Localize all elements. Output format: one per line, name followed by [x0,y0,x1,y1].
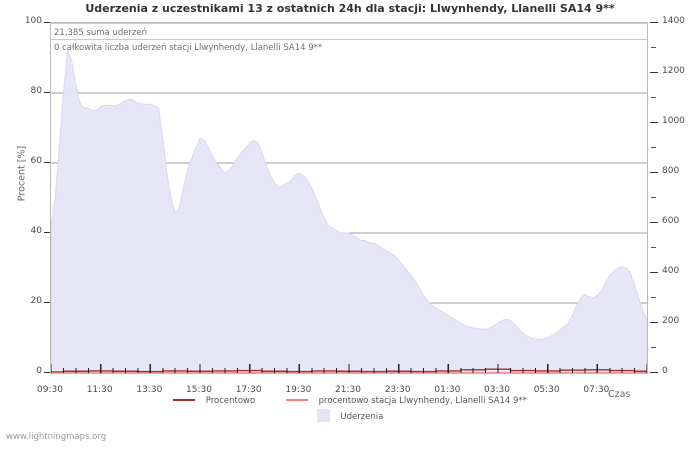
y-axis-right-tick: 600 [662,216,680,226]
legend: Procentowo procentowo stacja Llwynhendy,… [0,396,700,430]
legend-line-marker-procentowo [173,399,196,401]
y-axis-left-tickmark [44,91,50,93]
x-axis-tick: 01:30 [434,385,461,395]
area-series-uderzenia [51,50,647,373]
x-axis-tick: 11:30 [86,385,113,395]
legend-label-uderzenia: Uderzenia [340,411,384,422]
y-axis-left-tickmark [44,161,50,163]
y-axis-left-tickmark [44,301,50,303]
legend-item-station-percent[interactable]: procentowo stacja Llwynhendy, Llanelli S… [285,396,527,407]
y-axis-left-tick: 0 [36,366,42,376]
x-axis-tick: 13:30 [136,385,163,395]
y-axis-left-tickmark [44,231,50,233]
y-axis-left-label: Procent [%] [16,145,28,202]
y-axis-right-tickmark [650,221,658,223]
y-axis-right-tickmark [650,171,658,173]
y-axis-right-minor-tickmark [651,346,656,348]
y-axis-left-tickmark [44,371,50,373]
x-axis-tick: 15:30 [186,385,212,395]
y-axis-right-tickmark [650,121,658,123]
y-axis-right-minor-tickmark [651,246,656,248]
annotation-station-strokes: 0 całkowita liczba uderzeń stacji Llwynh… [54,43,323,53]
watermark-lightningmaps: www.lightningmaps.org [6,432,107,442]
y-axis-left-tickmark [44,21,50,23]
legend-row-primary: Procentowo procentowo stacja Llwynhendy,… [0,396,700,407]
x-axis-tick: 09:30 [37,385,63,395]
y-axis-left-tick: 20 [30,296,42,306]
x-axis-tick: 05:30 [533,385,560,395]
y-axis-right-tickmark [650,371,658,373]
legend-box-marker-uderzenia [316,409,330,422]
plot-area [50,22,648,374]
y-axis-left: Procent [%] 0 20 40 60 80 100 [0,0,50,450]
y-axis-left-tick: 40 [30,226,42,236]
x-axis-tick: 21:30 [335,385,361,395]
annotation-total-strokes: 21,385 suma uderzeń [54,28,148,38]
legend-label-procentowo: Procentowo [205,396,256,406]
y-axis-right-tick: 400 [662,266,680,276]
y-axis-right-minor-tickmark [651,96,656,98]
legend-label-station-percent: procentowo stacja Llwynhendy, Llanelli S… [318,396,527,406]
legend-line-marker-station-percent [285,399,308,401]
page-title: Uderzenia z uczestnikami 13 z ostatnich … [85,2,615,15]
legend-item-uderzenia[interactable]: Uderzenia [316,409,384,423]
y-axis-left-tick: 80 [30,86,42,96]
plot-canvas [51,23,647,373]
y-axis-right-tick: 1400 [662,16,685,26]
x-axis-tick: 23:30 [384,385,411,395]
y-axis-right-tickmark [650,321,658,323]
y-axis-right-tick: 1000 [662,116,685,126]
y-axis-right-minor-tickmark [651,46,656,48]
legend-row-secondary: Uderzenia [0,409,700,423]
x-axis: 09:30 11:30 13:30 15:30 17:30 19:30 21:30 23:30… [0,378,700,398]
y-axis-right-tickmark [650,21,658,23]
y-axis-left-tick: 60 [30,156,42,166]
x-axis-tick: 03:30 [484,385,510,395]
y-axis-right-tick: 0 [662,366,668,376]
y-axis-right-minor-tickmark [651,196,656,198]
y-axis-right-minor-tickmark [651,146,656,148]
y-axis-right-tickmark [650,71,658,73]
y-axis-right-minor-tickmark [651,296,656,298]
x-axis-tick: 17:30 [235,385,262,395]
annotation-divider [51,39,647,40]
y-axis-right-tick: 1200 [662,66,685,76]
y-axis-right-tick: 200 [662,316,680,326]
y-axis-left-tick: 100 [24,16,42,26]
y-axis-right-tick: 800 [662,166,680,176]
legend-item-procentowo[interactable]: Procentowo [173,396,255,407]
x-axis-tick: 07:30 [583,385,610,395]
x-axis-label: Czas [608,389,631,400]
y-axis-right-tickmark [650,271,658,273]
x-axis-tick: 19:30 [285,385,312,395]
